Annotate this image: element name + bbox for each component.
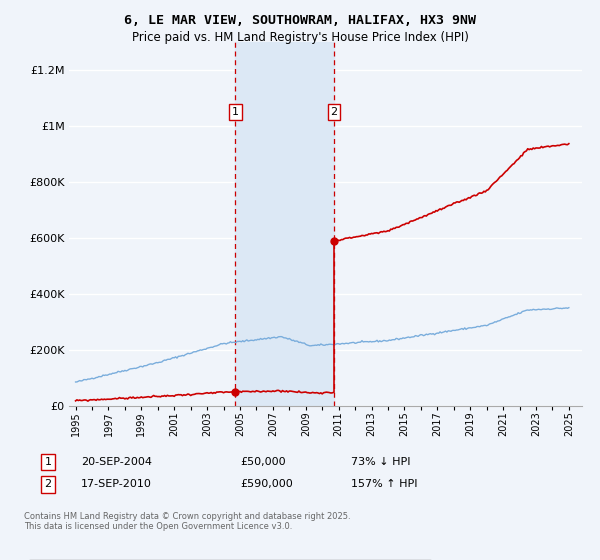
- Text: £590,000: £590,000: [240, 479, 293, 489]
- Text: 2: 2: [331, 107, 338, 117]
- Text: 1: 1: [232, 107, 239, 117]
- Bar: [235, 42, 334, 406]
- Text: 6, LE MAR VIEW, SOUTHOWRAM, HALIFAX, HX3 9NW: 6, LE MAR VIEW, SOUTHOWRAM, HALIFAX, HX3…: [124, 14, 476, 27]
- Text: 2: 2: [44, 479, 52, 489]
- Text: 20-SEP-2004: 20-SEP-2004: [81, 457, 152, 467]
- Text: 157% ↑ HPI: 157% ↑ HPI: [351, 479, 418, 489]
- Text: 17-SEP-2010: 17-SEP-2010: [81, 479, 152, 489]
- Text: This data is licensed under the Open Government Licence v3.0.: This data is licensed under the Open Gov…: [24, 522, 292, 531]
- Text: £50,000: £50,000: [240, 457, 286, 467]
- Text: 73% ↓ HPI: 73% ↓ HPI: [351, 457, 410, 467]
- Text: Price paid vs. HM Land Registry's House Price Index (HPI): Price paid vs. HM Land Registry's House …: [131, 31, 469, 44]
- Text: 1: 1: [44, 457, 52, 467]
- Text: Contains HM Land Registry data © Crown copyright and database right 2025.: Contains HM Land Registry data © Crown c…: [24, 512, 350, 521]
